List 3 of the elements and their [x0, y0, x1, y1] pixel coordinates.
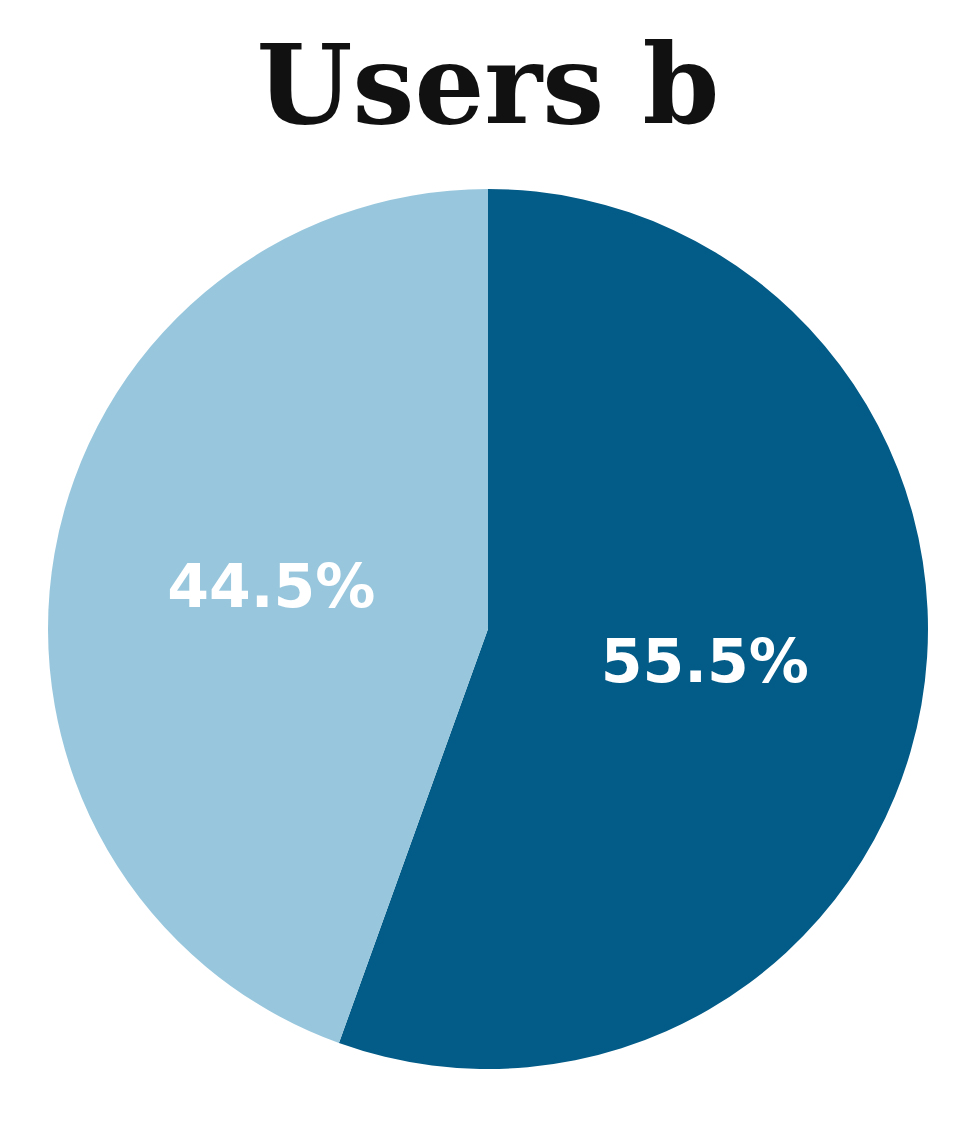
data-label: 44.5%: [167, 550, 376, 621]
data-label: 55.5%: [600, 626, 809, 697]
chart-title: Users b: [255, 20, 721, 149]
